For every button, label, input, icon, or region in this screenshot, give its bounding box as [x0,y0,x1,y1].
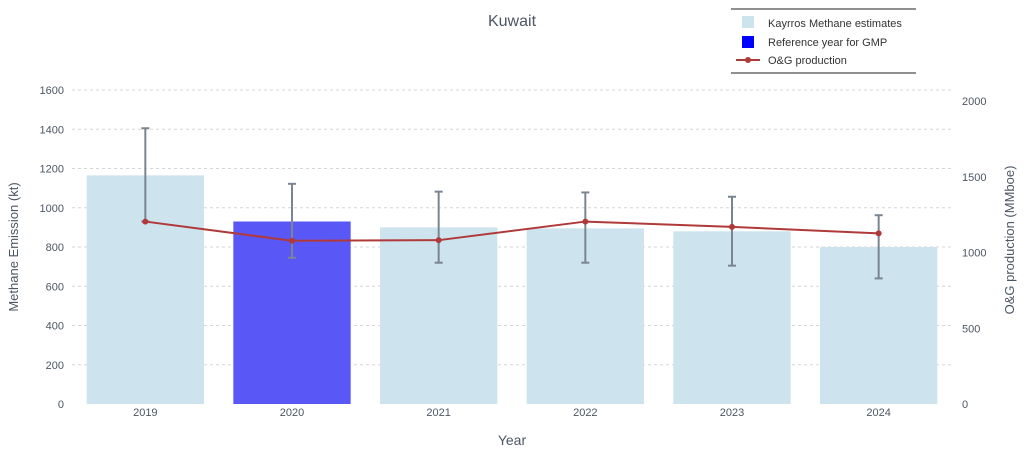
chart-title: Kuwait [488,13,537,30]
y-tick-label: 0 [58,399,64,411]
y2-tick-label: 500 [962,323,980,335]
production-line [142,218,882,244]
y-tick-label: 800 [46,242,64,254]
legend-swatch-reference [742,36,754,48]
y2-axis-title: O&G production (MMboe) [1002,166,1017,315]
axes: 0 200 400 600 800 1000 1200 1400 1600 0 500 1000 150… [40,85,987,419]
production-point [729,223,735,230]
x-tick-label: 2021 [426,407,450,419]
y2-tick-label: 1500 [962,172,986,184]
y2-tick-label: 0 [962,399,968,411]
legend-swatch-estimates [742,16,754,28]
legend-marker-production [745,57,751,63]
y-tick-label: 1600 [40,85,64,97]
y-tick-label: 400 [46,321,64,333]
y-tick-label: 1200 [40,164,64,176]
y2-tick-label: 1000 [962,248,986,260]
legend-label-estimates: Kayrros Methane estimates [768,18,902,30]
y2-tick-label: 2000 [962,96,986,108]
production-point [875,230,882,237]
y-tick-label: 200 [46,360,64,372]
x-axis-title: Year [498,432,527,448]
x-tick-label: 2023 [720,407,744,419]
x-tick-label: 2022 [573,407,597,419]
production-point [142,218,149,225]
legend-label-reference: Reference year for GMP [768,37,887,49]
legend: Kayrros Methane estimates Reference year… [731,8,916,74]
production-point [582,218,589,225]
x-tick-label: 2024 [866,407,890,419]
bars [86,175,938,404]
legend-label-production: O&G production [768,55,847,67]
production-point [435,237,442,244]
y-tick-label: 600 [46,281,64,293]
production-line-path [145,220,879,242]
y-axis-title: Methane Emission (kt) [6,182,21,311]
x-tick-label: 2019 [133,407,157,419]
grid-lines [72,89,952,366]
y-tick-label: 1400 [40,124,64,136]
production-point [289,237,295,244]
x-tick-label: 2020 [280,407,304,419]
y-tick-label: 1000 [40,203,64,215]
